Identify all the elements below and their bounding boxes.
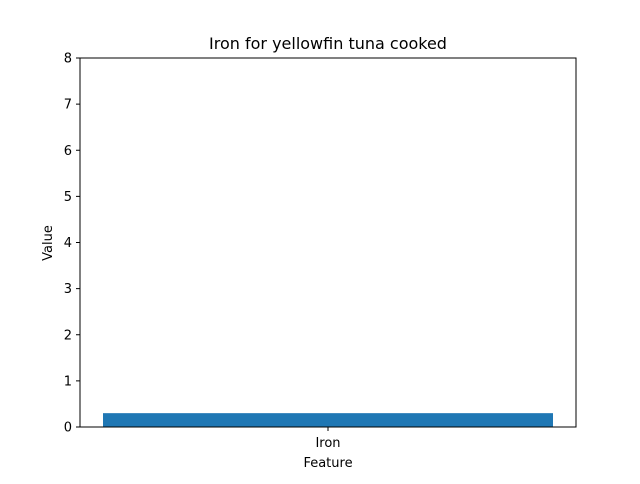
y-axis-ticks: 0 1 2 3 4 5 6 7 8 bbox=[64, 52, 80, 436]
x-tick-label: Iron bbox=[315, 436, 340, 451]
y-tick-label: 2 bbox=[64, 328, 72, 343]
bars-layer bbox=[103, 413, 553, 427]
chart-title: Iron for yellowfin tuna cooked bbox=[209, 34, 447, 53]
y-tick-label: 3 bbox=[64, 282, 72, 297]
plot-frame bbox=[79, 57, 577, 428]
y-axis-label: Value bbox=[41, 225, 56, 261]
y-tick-label: 8 bbox=[64, 52, 72, 67]
y-tick-label: 5 bbox=[64, 190, 72, 205]
y-tick-label: 1 bbox=[64, 374, 72, 389]
x-axis-ticks: Iron bbox=[315, 427, 341, 451]
x-axis-label: Feature bbox=[303, 456, 352, 471]
y-tick-label: 4 bbox=[64, 236, 72, 251]
y-tick-label: 7 bbox=[64, 98, 72, 113]
bar-iron bbox=[103, 413, 553, 427]
y-tick-label: 6 bbox=[64, 144, 72, 159]
y-tick-label: 0 bbox=[64, 421, 72, 436]
